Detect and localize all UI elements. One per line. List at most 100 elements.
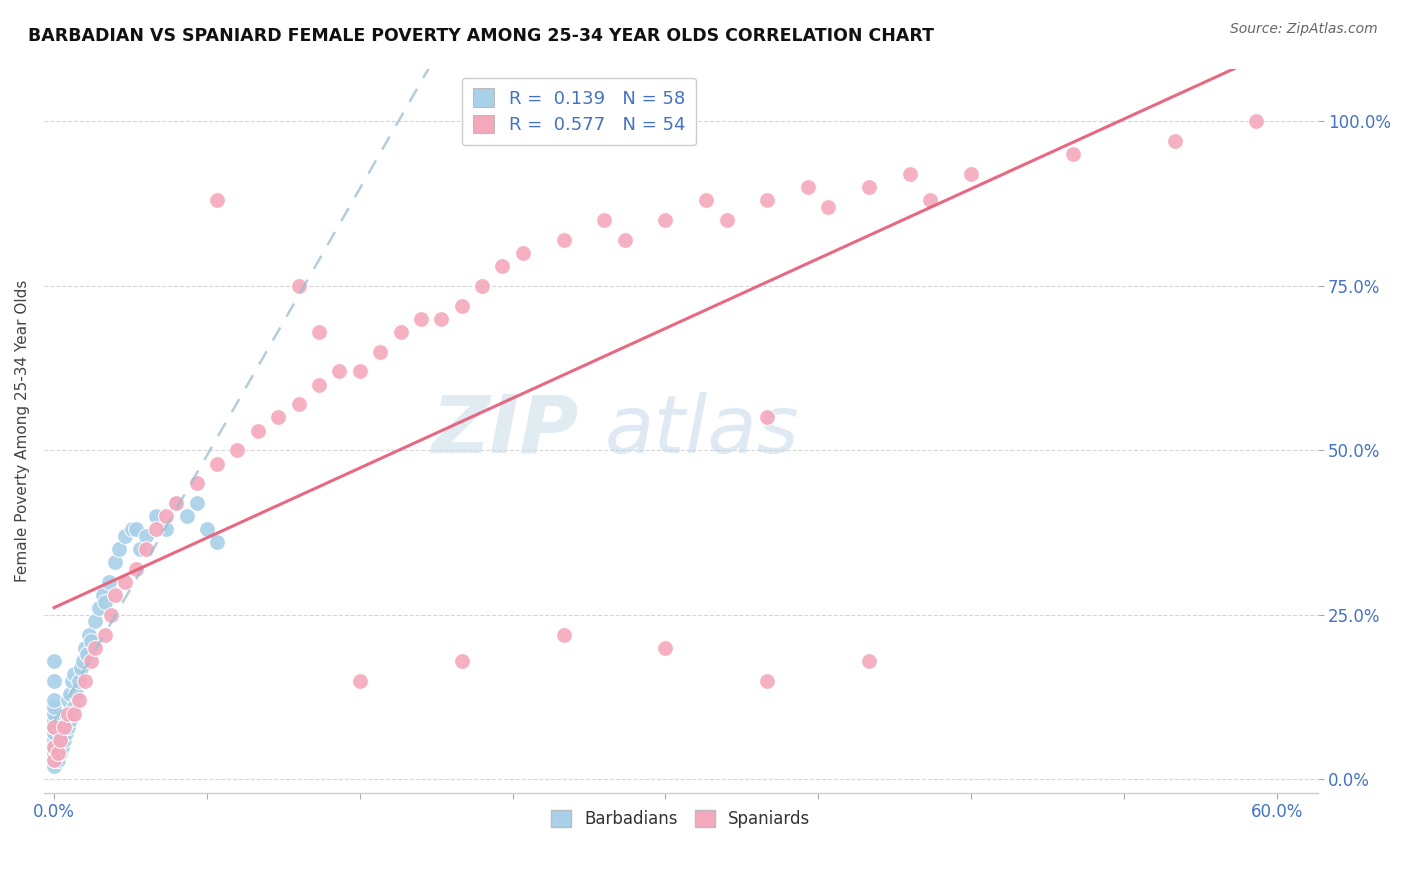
Point bbox=[593, 213, 616, 227]
Point bbox=[1062, 147, 1084, 161]
Point bbox=[59, 687, 82, 701]
Point bbox=[94, 628, 117, 642]
Point bbox=[42, 753, 65, 767]
Point bbox=[114, 529, 136, 543]
Point bbox=[195, 522, 218, 536]
Point bbox=[42, 700, 65, 714]
Point bbox=[450, 654, 472, 668]
Point bbox=[389, 325, 412, 339]
Point bbox=[46, 753, 69, 767]
Point bbox=[63, 700, 86, 714]
Point bbox=[63, 667, 86, 681]
Point bbox=[42, 739, 65, 754]
Point bbox=[49, 733, 72, 747]
Point bbox=[62, 673, 84, 688]
Point bbox=[186, 476, 208, 491]
Point bbox=[165, 496, 187, 510]
Point bbox=[67, 693, 90, 707]
Point bbox=[91, 588, 114, 602]
Point bbox=[55, 726, 77, 740]
Point bbox=[73, 673, 96, 688]
Point bbox=[121, 522, 143, 536]
Point bbox=[205, 457, 228, 471]
Point bbox=[87, 601, 110, 615]
Point bbox=[98, 574, 121, 589]
Point bbox=[58, 706, 80, 721]
Point bbox=[83, 640, 105, 655]
Point bbox=[104, 588, 127, 602]
Point bbox=[756, 193, 779, 207]
Point bbox=[1246, 114, 1268, 128]
Point bbox=[654, 213, 676, 227]
Point bbox=[108, 542, 131, 557]
Point bbox=[49, 746, 72, 760]
Point bbox=[63, 706, 86, 721]
Point bbox=[512, 245, 534, 260]
Point bbox=[55, 706, 77, 721]
Point bbox=[756, 410, 779, 425]
Point bbox=[46, 746, 69, 760]
Point bbox=[308, 325, 330, 339]
Point bbox=[42, 693, 65, 707]
Point bbox=[165, 496, 187, 510]
Point bbox=[114, 574, 136, 589]
Point bbox=[135, 529, 157, 543]
Point bbox=[42, 706, 65, 721]
Point bbox=[205, 535, 228, 549]
Point bbox=[960, 167, 983, 181]
Point bbox=[920, 193, 942, 207]
Point bbox=[83, 615, 105, 629]
Point bbox=[491, 259, 513, 273]
Point bbox=[1164, 134, 1187, 148]
Point bbox=[186, 496, 208, 510]
Point bbox=[42, 720, 65, 734]
Point bbox=[51, 720, 73, 734]
Point bbox=[53, 713, 76, 727]
Point bbox=[94, 595, 117, 609]
Point bbox=[450, 298, 472, 312]
Point bbox=[73, 640, 96, 655]
Text: Source: ZipAtlas.com: Source: ZipAtlas.com bbox=[1230, 22, 1378, 37]
Point bbox=[695, 193, 717, 207]
Point bbox=[42, 673, 65, 688]
Point bbox=[858, 180, 880, 194]
Point bbox=[613, 233, 636, 247]
Y-axis label: Female Poverty Among 25-34 Year Olds: Female Poverty Among 25-34 Year Olds bbox=[15, 279, 30, 582]
Point bbox=[42, 746, 65, 760]
Point bbox=[80, 654, 103, 668]
Point bbox=[287, 278, 309, 293]
Point bbox=[62, 706, 84, 721]
Point bbox=[817, 200, 839, 214]
Point bbox=[858, 654, 880, 668]
Text: BARBADIAN VS SPANIARD FEMALE POVERTY AMONG 25-34 YEAR OLDS CORRELATION CHART: BARBADIAN VS SPANIARD FEMALE POVERTY AMO… bbox=[28, 27, 934, 45]
Point bbox=[553, 233, 575, 247]
Point bbox=[155, 522, 177, 536]
Point bbox=[53, 720, 76, 734]
Point bbox=[287, 397, 309, 411]
Point bbox=[42, 654, 65, 668]
Point bbox=[42, 726, 65, 740]
Text: ZIP: ZIP bbox=[432, 392, 579, 469]
Point bbox=[128, 542, 150, 557]
Point bbox=[898, 167, 921, 181]
Point bbox=[49, 726, 72, 740]
Point bbox=[349, 673, 371, 688]
Point bbox=[77, 628, 100, 642]
Point bbox=[368, 344, 391, 359]
Point bbox=[104, 555, 127, 569]
Point bbox=[80, 634, 103, 648]
Point bbox=[654, 640, 676, 655]
Point bbox=[226, 443, 249, 458]
Point bbox=[42, 720, 65, 734]
Point bbox=[553, 628, 575, 642]
Point bbox=[42, 733, 65, 747]
Point bbox=[409, 311, 432, 326]
Point bbox=[42, 713, 65, 727]
Point bbox=[145, 522, 167, 536]
Point bbox=[59, 713, 82, 727]
Point bbox=[797, 180, 820, 194]
Point bbox=[155, 509, 177, 524]
Point bbox=[756, 673, 779, 688]
Point bbox=[69, 660, 91, 674]
Point bbox=[349, 364, 371, 378]
